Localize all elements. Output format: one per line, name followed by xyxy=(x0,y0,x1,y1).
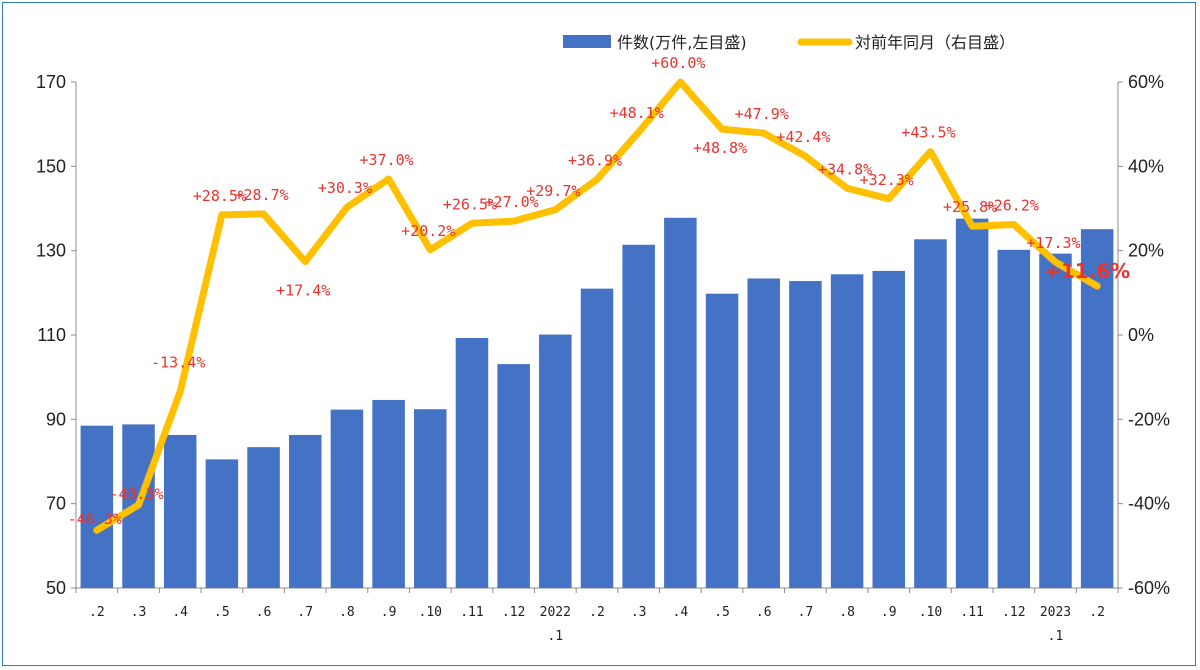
data-label: -46.3% xyxy=(68,510,122,528)
left-tick-label: 90 xyxy=(46,409,66,429)
right-tick-label: -20% xyxy=(1128,409,1170,429)
x-tick-label: .3 xyxy=(131,605,147,620)
left-tick-label: 110 xyxy=(37,325,66,345)
data-label: +26.2% xyxy=(985,197,1039,215)
left-tick-label: 70 xyxy=(46,494,66,514)
x-tick-label: .2 xyxy=(1089,605,1105,620)
x-tick-label: .4 xyxy=(172,605,188,620)
data-label: +17.3% xyxy=(1026,234,1080,252)
bar xyxy=(705,293,739,588)
right-tick-label: 60% xyxy=(1128,72,1164,92)
x-tick-label: 2022 xyxy=(540,605,571,620)
x-tick-label: .6 xyxy=(256,605,272,620)
bar xyxy=(1039,253,1072,588)
data-label: +11.6% xyxy=(1044,259,1130,283)
bar xyxy=(372,399,405,588)
data-label: +29.7% xyxy=(526,182,580,200)
bar xyxy=(872,270,906,588)
right-tick-label: 20% xyxy=(1128,241,1164,261)
bar xyxy=(580,288,614,588)
x-tick-label: .8 xyxy=(839,605,855,620)
right-tick-label: 0% xyxy=(1128,325,1154,345)
x-tick-label: .7 xyxy=(798,605,814,620)
data-label: +43.5% xyxy=(901,124,955,142)
bar xyxy=(414,409,447,588)
x-tick-label: .3 xyxy=(631,605,647,620)
x-tick-label: .10 xyxy=(419,605,442,620)
bar xyxy=(789,281,822,588)
x-tick-label: 2023 xyxy=(1040,605,1071,620)
x-tick-label: .2 xyxy=(89,605,105,620)
x-tick-label: .11 xyxy=(960,605,983,620)
right-tick-label: -40% xyxy=(1128,494,1170,514)
x-tick-label: .12 xyxy=(502,605,525,620)
bar xyxy=(539,334,572,588)
data-label: +36.9% xyxy=(568,151,622,169)
x-tick-label: .7 xyxy=(297,605,313,620)
data-label: +28.7% xyxy=(234,186,288,204)
data-label: +27.0% xyxy=(485,193,539,211)
x-tick-label: .1 xyxy=(547,629,563,644)
x-tick-label: .6 xyxy=(756,605,772,620)
bar xyxy=(455,337,489,588)
left-tick-label: 130 xyxy=(36,241,66,261)
x-tick-label: .10 xyxy=(919,605,942,620)
legend-bar-label: 件数(万件,左目盛) xyxy=(617,33,747,52)
series-line xyxy=(93,78,1101,534)
x-tick-label: .9 xyxy=(881,605,897,620)
right-tick-label: 40% xyxy=(1128,156,1164,176)
x-tick-label: .12 xyxy=(1002,605,1025,620)
data-label: +30.3% xyxy=(318,179,372,197)
data-label: -13.4% xyxy=(151,354,205,372)
bar xyxy=(497,364,530,588)
bar xyxy=(914,239,947,588)
left-tick-label: 150 xyxy=(36,156,66,176)
data-label: +17.4% xyxy=(276,282,330,300)
data-label: +60.0% xyxy=(651,54,705,72)
data-label: +47.9% xyxy=(735,105,789,123)
x-tick-label: .1 xyxy=(1048,629,1064,644)
left-tick-label: 50 xyxy=(46,578,66,598)
data-label: +42.4% xyxy=(776,128,830,146)
x-tick-label: .8 xyxy=(339,605,355,620)
data-label: +32.3% xyxy=(860,171,914,189)
bar xyxy=(664,217,697,588)
bar xyxy=(288,434,322,588)
bar xyxy=(622,244,655,588)
bar xyxy=(997,249,1031,588)
data-label: -40.3% xyxy=(109,485,163,503)
data-label: +20.2% xyxy=(401,222,455,240)
bar xyxy=(955,218,989,588)
bar xyxy=(80,425,114,588)
right-tick-label: -60% xyxy=(1128,578,1170,598)
legend-line-label: 対前年同月（右目盛） xyxy=(855,33,1015,52)
bar xyxy=(247,447,280,588)
data-label: +48.8% xyxy=(693,139,747,157)
bar xyxy=(747,278,780,588)
x-tick-label: .9 xyxy=(381,605,397,620)
legend-bar-swatch xyxy=(563,35,611,48)
data-label: +25.8% xyxy=(943,198,997,216)
data-label: +48.1% xyxy=(610,104,664,122)
data-label: +34.8% xyxy=(818,160,872,178)
data-label: +28.5% xyxy=(193,187,247,205)
left-tick-label: 170 xyxy=(36,72,66,92)
x-tick-label: .4 xyxy=(673,605,689,620)
bar xyxy=(163,434,197,588)
x-tick-label: .5 xyxy=(714,605,730,620)
x-tick-label: .5 xyxy=(214,605,230,620)
bar xyxy=(330,409,364,588)
x-tick-label: .2 xyxy=(589,605,605,620)
data-label: +37.0% xyxy=(360,151,414,169)
data-label: +26.5% xyxy=(443,195,497,213)
x-tick-label: .11 xyxy=(460,605,483,620)
bar xyxy=(830,274,864,588)
bar xyxy=(205,459,239,588)
